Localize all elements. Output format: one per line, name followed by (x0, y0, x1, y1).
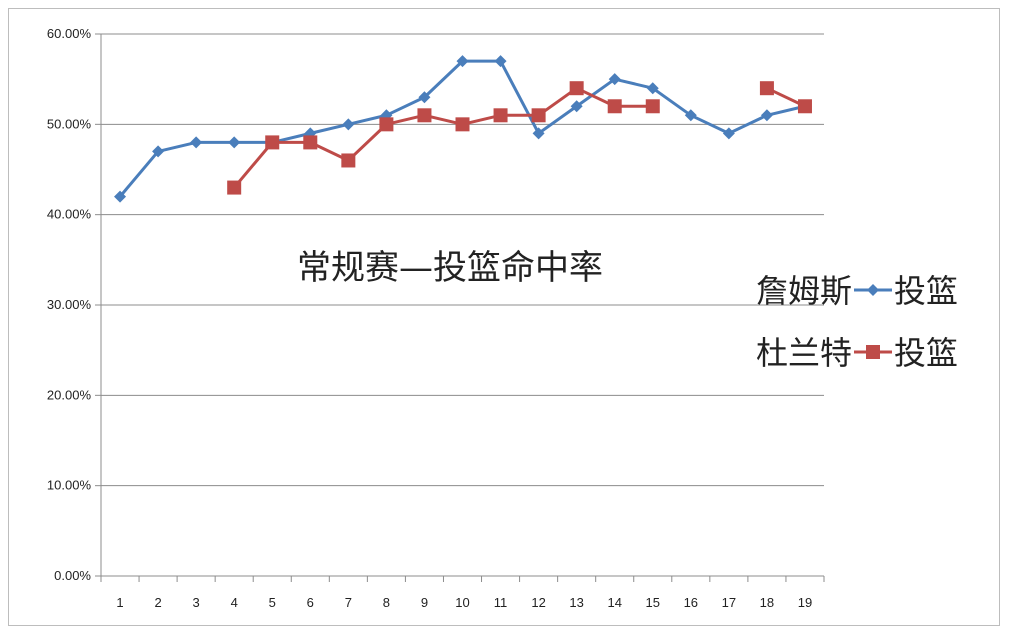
data-point (228, 136, 241, 149)
x-tick-label: 1 (116, 595, 123, 610)
x-tick-label: 19 (798, 595, 812, 610)
x-tick-label: 14 (607, 595, 621, 610)
x-tick-label: 6 (307, 595, 314, 610)
data-point (759, 81, 774, 96)
data-point (722, 127, 735, 140)
x-axis-ticks: 1 2 3 4 5 6 7 8 9 10 11 12 13 14 15 16 17 18 19 (116, 595, 812, 610)
chart-frame: 0.00% 10.00% 20.00% 30.00% 40.00% 50.00% 60.00… (8, 8, 1000, 626)
data-point (379, 117, 394, 132)
data-point (494, 55, 507, 68)
y-tick-label: 0.00% (54, 568, 91, 583)
line-chart: 0.00% 10.00% 20.00% 30.00% 40.00% 50.00% 60.00… (47, 26, 958, 610)
data-point (797, 99, 812, 114)
y-tick-label: 50.00% (47, 116, 92, 131)
axes (95, 33, 825, 582)
chart-title: 常规赛—投篮命中率 (297, 248, 603, 288)
x-tick-label: 11 (494, 595, 508, 610)
series-2 (227, 81, 812, 195)
y-axis-ticks: 0.00% 10.00% 20.00% 30.00% 40.00% 50.00% 60.00… (47, 26, 92, 583)
x-tick-label: 13 (569, 595, 583, 610)
y-tick-label: 10.00% (47, 478, 92, 493)
legend-label: 詹姆斯 (756, 272, 852, 310)
data-point (645, 99, 660, 114)
y-tick-label: 40.00% (47, 207, 92, 222)
x-tick-label: 10 (455, 595, 469, 610)
data-point (455, 117, 470, 132)
data-point (493, 108, 508, 123)
series-1 (114, 55, 811, 203)
data-point (456, 55, 469, 68)
data-point (227, 180, 242, 195)
y-tick-label: 20.00% (47, 387, 92, 402)
x-tick-label: 9 (421, 595, 428, 610)
data-point (608, 73, 621, 86)
x-tick-label: 3 (193, 595, 200, 610)
data-point (303, 135, 318, 150)
data-point (570, 100, 583, 113)
data-point (152, 145, 165, 158)
x-tick-label: 12 (531, 595, 545, 610)
y-tick-label: 30.00% (47, 297, 92, 312)
x-tick-label: 15 (646, 595, 660, 610)
x-tick-label: 16 (684, 595, 698, 610)
legend-marker (866, 345, 880, 359)
data-point (569, 81, 584, 96)
data-point (684, 109, 697, 122)
legend-marker (867, 284, 879, 296)
x-tick-label: 4 (231, 595, 238, 610)
legend-label: 投篮 (894, 334, 958, 372)
y-tick-label: 60.00% (47, 26, 92, 41)
data-point (646, 82, 659, 95)
x-tick-label: 2 (154, 595, 161, 610)
data-point (265, 135, 280, 150)
x-tick-label: 18 (760, 595, 774, 610)
data-point (418, 91, 431, 104)
data-point (532, 127, 545, 140)
x-tick-label: 17 (722, 595, 736, 610)
data-point (417, 108, 432, 123)
data-point (760, 109, 773, 122)
legend-label: 投篮 (894, 272, 958, 310)
series-layer (114, 55, 812, 203)
data-point (114, 190, 127, 203)
legend-label: 杜兰特 (756, 334, 852, 372)
data-point (341, 153, 356, 168)
data-point (607, 99, 622, 114)
data-point (342, 118, 355, 131)
data-point (190, 136, 203, 149)
x-tick-label: 7 (345, 595, 352, 610)
data-point (531, 108, 546, 123)
x-tick-label: 8 (383, 595, 390, 610)
x-tick-label: 5 (269, 595, 276, 610)
